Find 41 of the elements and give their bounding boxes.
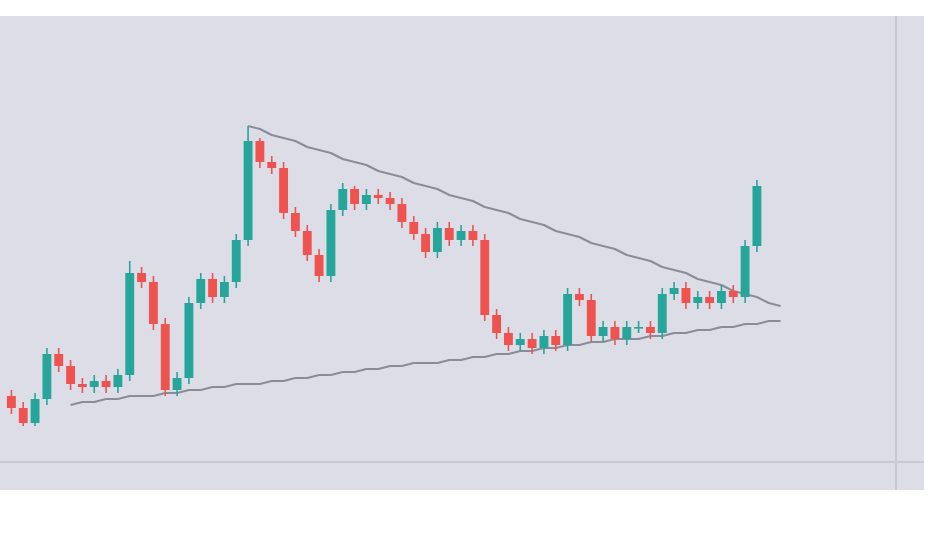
candlestick	[681, 281, 691, 310]
candlestick	[598, 320, 608, 343]
candlestick	[279, 161, 289, 220]
candlestick	[409, 215, 419, 241]
candlestick	[373, 188, 383, 205]
candlestick	[137, 266, 147, 289]
candlestick	[6, 389, 16, 415]
candlestick	[361, 188, 371, 211]
candlestick	[66, 359, 75, 391]
candlestick	[338, 182, 348, 217]
candlestick	[42, 347, 52, 406]
candlestick	[421, 227, 431, 259]
candlestick	[172, 371, 182, 397]
candlestick	[527, 332, 537, 355]
candlestick	[551, 329, 561, 352]
candlestick	[717, 284, 726, 310]
candlestick	[468, 224, 478, 247]
candlestick	[219, 275, 229, 304]
candlestick	[657, 287, 667, 340]
candlestick	[350, 185, 360, 211]
candlestick	[18, 401, 28, 427]
candlestick	[444, 221, 454, 247]
candlestick	[54, 347, 64, 373]
candlestick	[539, 329, 549, 355]
candlestick	[113, 368, 123, 394]
candlestick	[503, 326, 513, 352]
candlestick	[302, 224, 312, 262]
candlestick	[610, 320, 620, 346]
candlestick	[208, 272, 218, 304]
candlestick	[196, 272, 206, 310]
candlestick	[586, 293, 596, 343]
candlestick	[30, 392, 40, 427]
candlestick	[432, 221, 442, 259]
candlestick	[314, 248, 324, 283]
candlestick	[148, 275, 158, 331]
candlestick	[255, 137, 265, 169]
candlestick	[290, 206, 300, 238]
candlestick	[492, 308, 502, 340]
candlestick	[397, 197, 407, 229]
candlestick	[231, 233, 241, 289]
candlestick	[456, 224, 466, 247]
